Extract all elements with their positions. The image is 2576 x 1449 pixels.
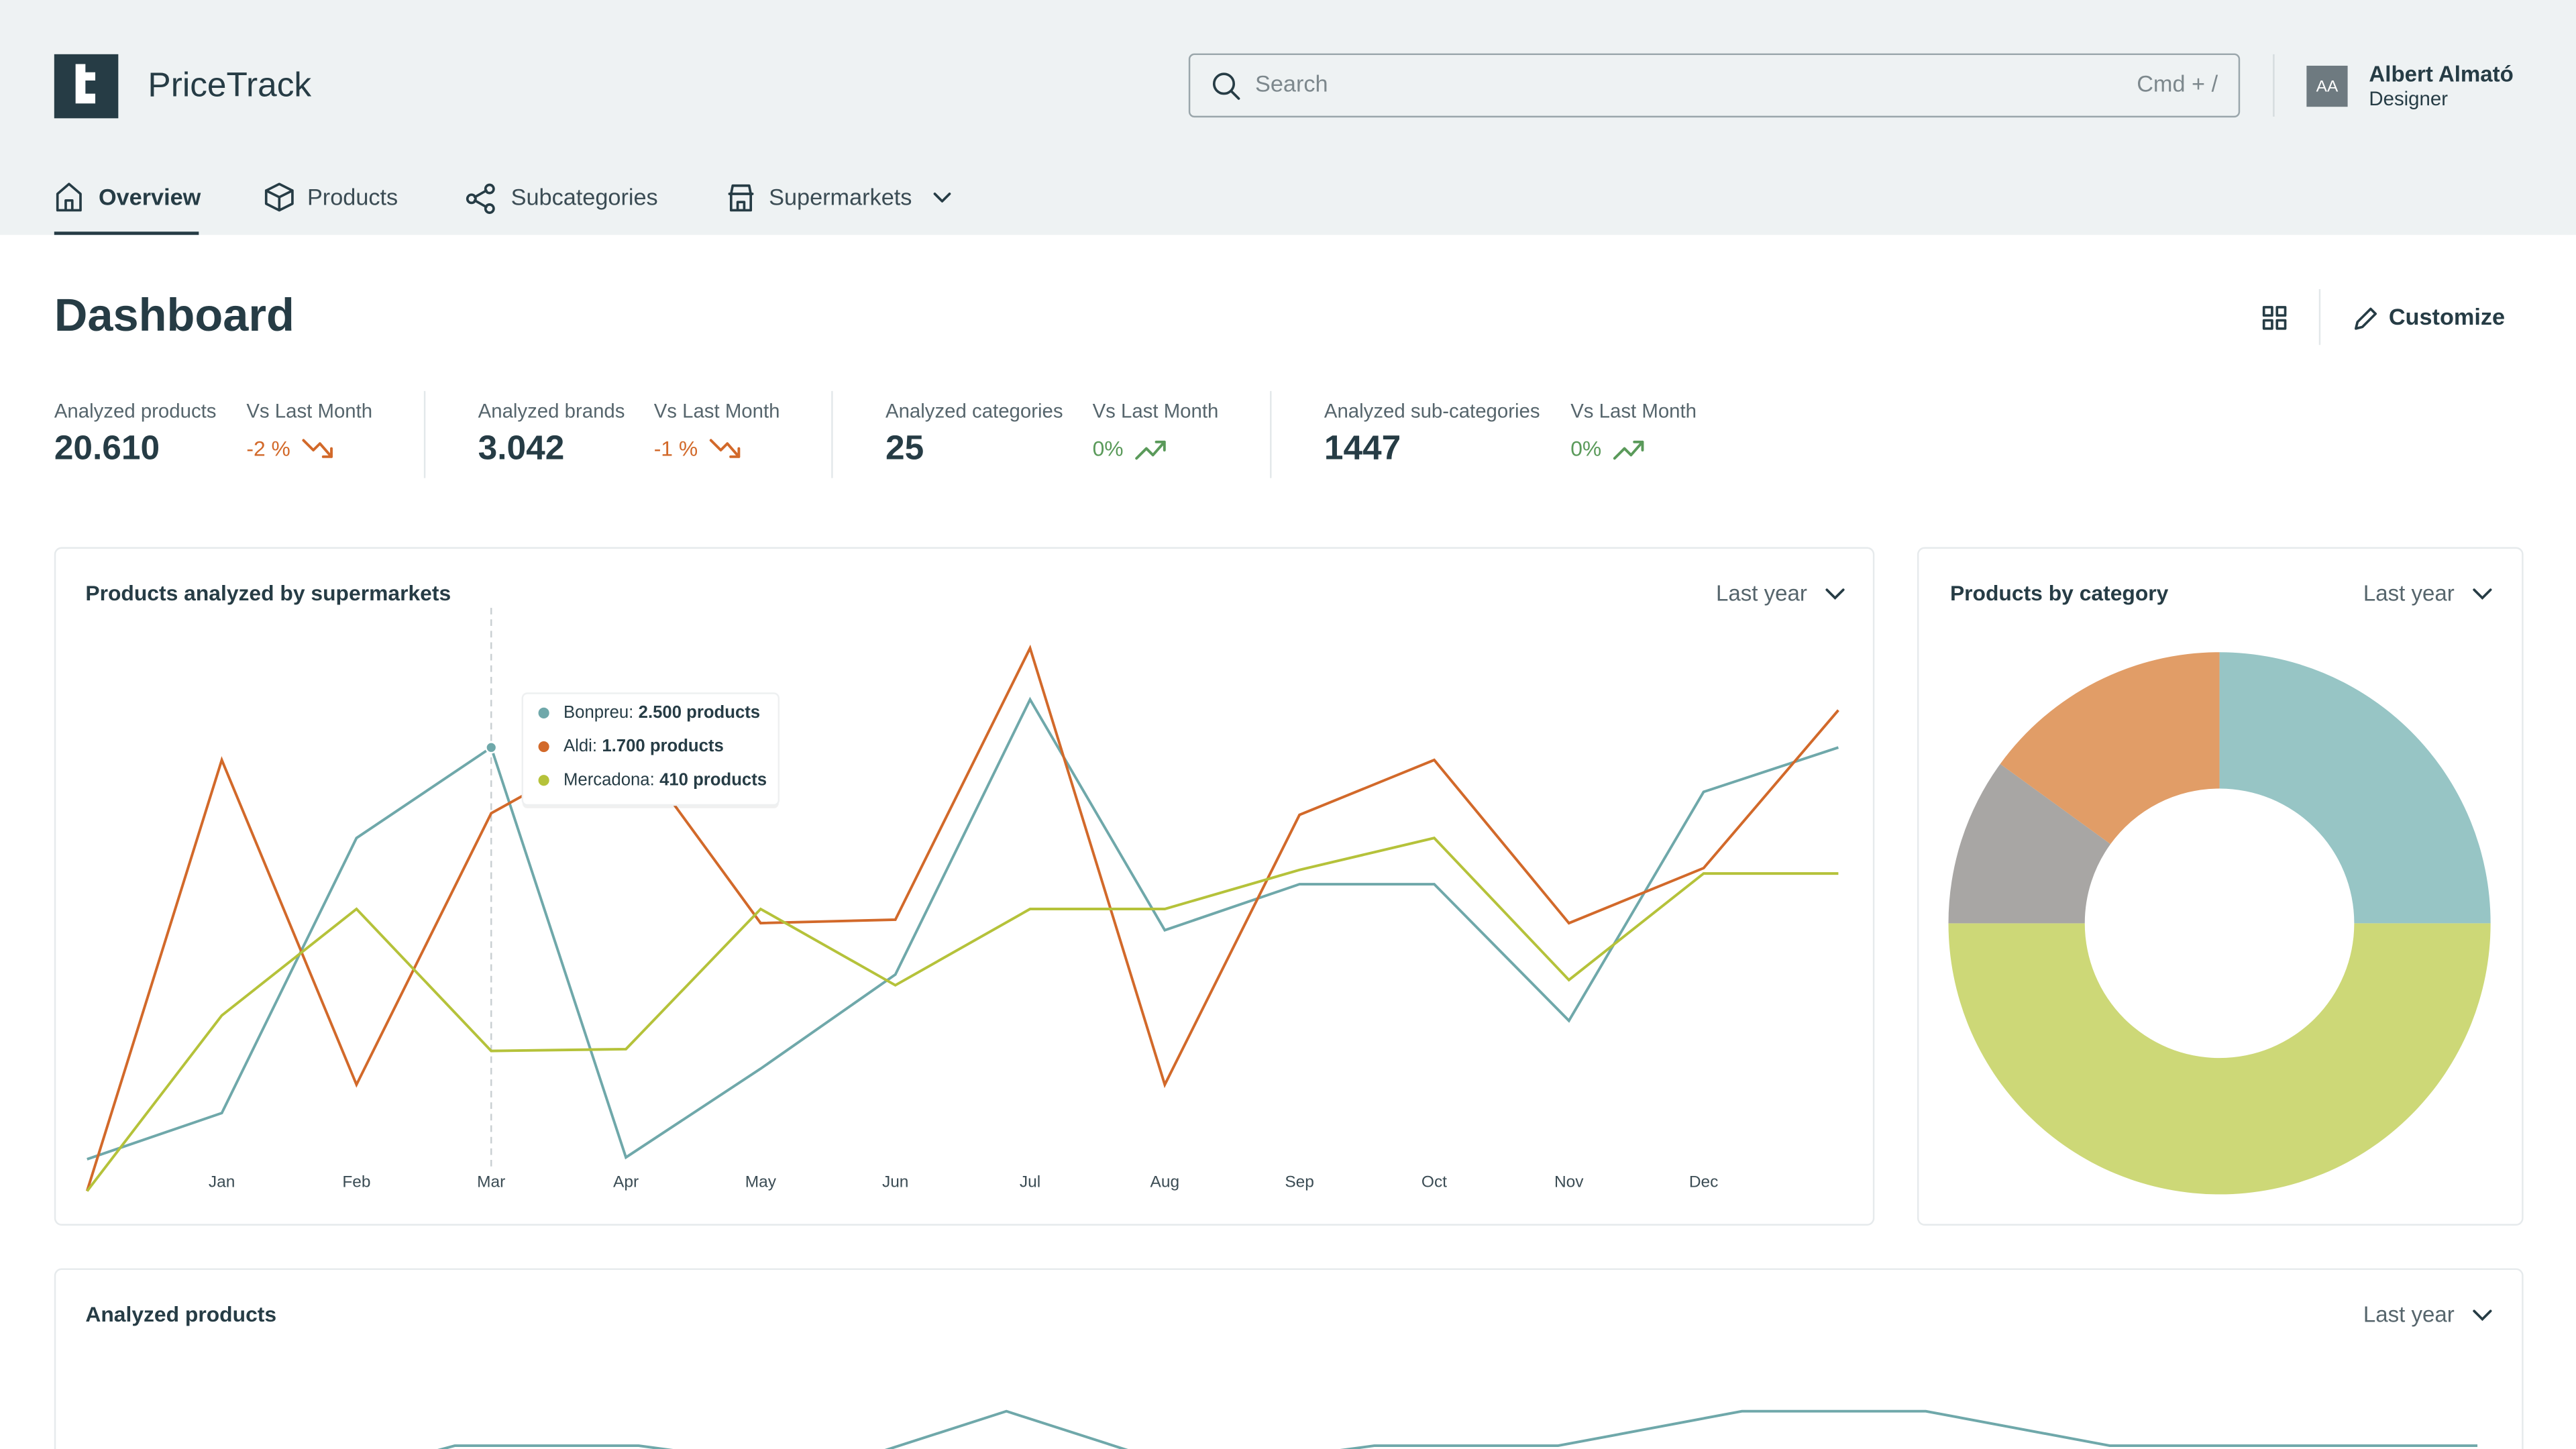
- customize-button[interactable]: Customize: [2355, 305, 2505, 330]
- period-label: Last year: [2363, 581, 2455, 606]
- stat-compare-label: Vs Last Month: [246, 400, 372, 422]
- stat-value: 1447: [1324, 428, 1401, 467]
- logo: [54, 54, 119, 119]
- tooltip-box: [521, 692, 780, 806]
- trend-icon: [302, 439, 333, 458]
- tooltip-text: Mercadona: 410 products: [564, 770, 767, 789]
- stat-value: 25: [885, 428, 924, 467]
- stat-change: 0%: [1093, 436, 1124, 460]
- trend-icon: [709, 439, 741, 458]
- stat-label: Analyzed sub-categories: [1324, 400, 1540, 422]
- period-select[interactable]: Last year: [1716, 581, 1845, 606]
- period-label: Last year: [1716, 581, 1807, 606]
- x-tick-label: Apr: [613, 1173, 639, 1191]
- nav-label: Subcategories: [511, 184, 658, 210]
- nav-label: Supermarkets: [769, 184, 912, 210]
- tooltip-label: Mercadona:: [564, 770, 655, 789]
- stat-value: 3.042: [478, 428, 565, 467]
- stat-label: Analyzed products: [54, 400, 217, 422]
- tooltip-dot: [538, 741, 549, 753]
- grid-view-button[interactable]: [2262, 306, 2287, 330]
- x-tick-label: Jun: [882, 1173, 908, 1191]
- charts: Products analyzed by supermarkets Last ye…: [85, 581, 2492, 1449]
- tooltip-value: 410 products: [659, 770, 767, 789]
- x-tick-label: Dec: [1689, 1173, 1719, 1191]
- card: [54, 547, 1875, 1226]
- donut-segment: [2219, 652, 2491, 924]
- x-tick-label: Sep: [1285, 1173, 1314, 1191]
- tooltip-text: Aldi: 1.700 products: [564, 737, 724, 755]
- customize-label: Customize: [2389, 305, 2505, 330]
- hover-dot: [485, 741, 498, 754]
- avatar-initials: AA: [2316, 77, 2339, 95]
- nav-overview[interactable]: Overview: [54, 182, 201, 235]
- x-tick-label: Nov: [1554, 1173, 1584, 1191]
- x-tick-label: Jan: [209, 1173, 235, 1191]
- stat-compare-label: Vs Last Month: [1093, 400, 1219, 422]
- series-line: [87, 696, 1839, 1161]
- tooltip-label: Bonpreu:: [564, 703, 633, 722]
- x-tick-label: Aug: [1150, 1173, 1180, 1191]
- nav-label: Products: [307, 184, 398, 210]
- chevron: [1825, 588, 1845, 600]
- stat-label: Analyzed brands: [478, 400, 625, 422]
- trend-icon: [1135, 440, 1166, 460]
- chart-title: Products analyzed by supermarkets: [85, 581, 451, 605]
- period-select[interactable]: Last year: [2363, 1302, 2492, 1327]
- search-placeholder: Search: [1255, 71, 1328, 97]
- x-tick-label: Feb: [342, 1173, 370, 1191]
- chevron: [2473, 588, 2492, 600]
- donut-segment: [1948, 763, 2111, 924]
- tooltip-dot: [538, 775, 549, 786]
- donut-segment: [1948, 923, 2491, 1195]
- nav-subcategories[interactable]: Subcategories: [466, 183, 658, 214]
- period-label: Last year: [2363, 1302, 2455, 1327]
- search-box[interactable]: Search Cmd + /: [1188, 53, 2241, 118]
- user-menu[interactable]: AA Albert Almató Designer: [2306, 62, 2514, 110]
- tooltip-label: Aldi:: [564, 737, 597, 755]
- series-line: [437, 1409, 2478, 1449]
- x-tick-label: Mar: [477, 1173, 505, 1191]
- tooltip: Bonpreu: 2.500 products Aldi: 1.700 product…: [521, 692, 780, 808]
- line-chart: Jan Feb Mar Apr May Jun Jul Aug Sep Oct Nov Dec Bonp…: [85, 608, 1839, 1192]
- user-name: Albert Almató: [2369, 62, 2513, 87]
- chevron: [2473, 1309, 2492, 1322]
- nav-label: Overview: [99, 184, 201, 210]
- period-select[interactable]: Last year: [2363, 581, 2492, 606]
- card: [54, 1268, 2524, 1449]
- chart-title: Products by category: [1950, 581, 2169, 605]
- stat-change: -2 %: [246, 436, 290, 460]
- x-tick-label: Oct: [1421, 1173, 1447, 1191]
- tooltip-dot: [538, 707, 549, 718]
- stat-compare-label: Vs Last Month: [654, 400, 780, 422]
- tooltip-value: 1.700 products: [602, 737, 723, 755]
- tooltip-text: Bonpreu: 2.500 products: [564, 703, 760, 722]
- tooltip-value: 2.500 products: [639, 703, 760, 722]
- x-tick-label: May: [745, 1173, 777, 1191]
- stats: Analyzed products 20.610 Vs Last Month -2 %…: [54, 390, 1697, 478]
- user-role: Designer: [2369, 88, 2448, 110]
- nav-supermarkets[interactable]: Supermarkets: [728, 184, 951, 212]
- trend-icon: [1613, 440, 1644, 460]
- chart-title: Analyzed products: [85, 1302, 276, 1326]
- stat-change: -1 %: [654, 436, 698, 460]
- stat-label: Analyzed categories: [885, 400, 1063, 422]
- stat-compare-label: Vs Last Month: [1570, 400, 1697, 422]
- app-name: PriceTrack: [148, 64, 311, 103]
- search-shortcut: Cmd + /: [2137, 71, 2218, 97]
- x-tick-label: Jul: [1020, 1173, 1040, 1191]
- page-title: Dashboard: [54, 289, 294, 341]
- line-chart: [437, 1409, 2478, 1449]
- series-line: [86, 837, 1839, 1192]
- series-line: [85, 644, 1839, 1192]
- stat-change: 0%: [1570, 436, 1601, 460]
- nav-products[interactable]: Products: [264, 182, 398, 212]
- donut-segment: [2000, 652, 2220, 845]
- stat-value: 20.610: [54, 428, 160, 467]
